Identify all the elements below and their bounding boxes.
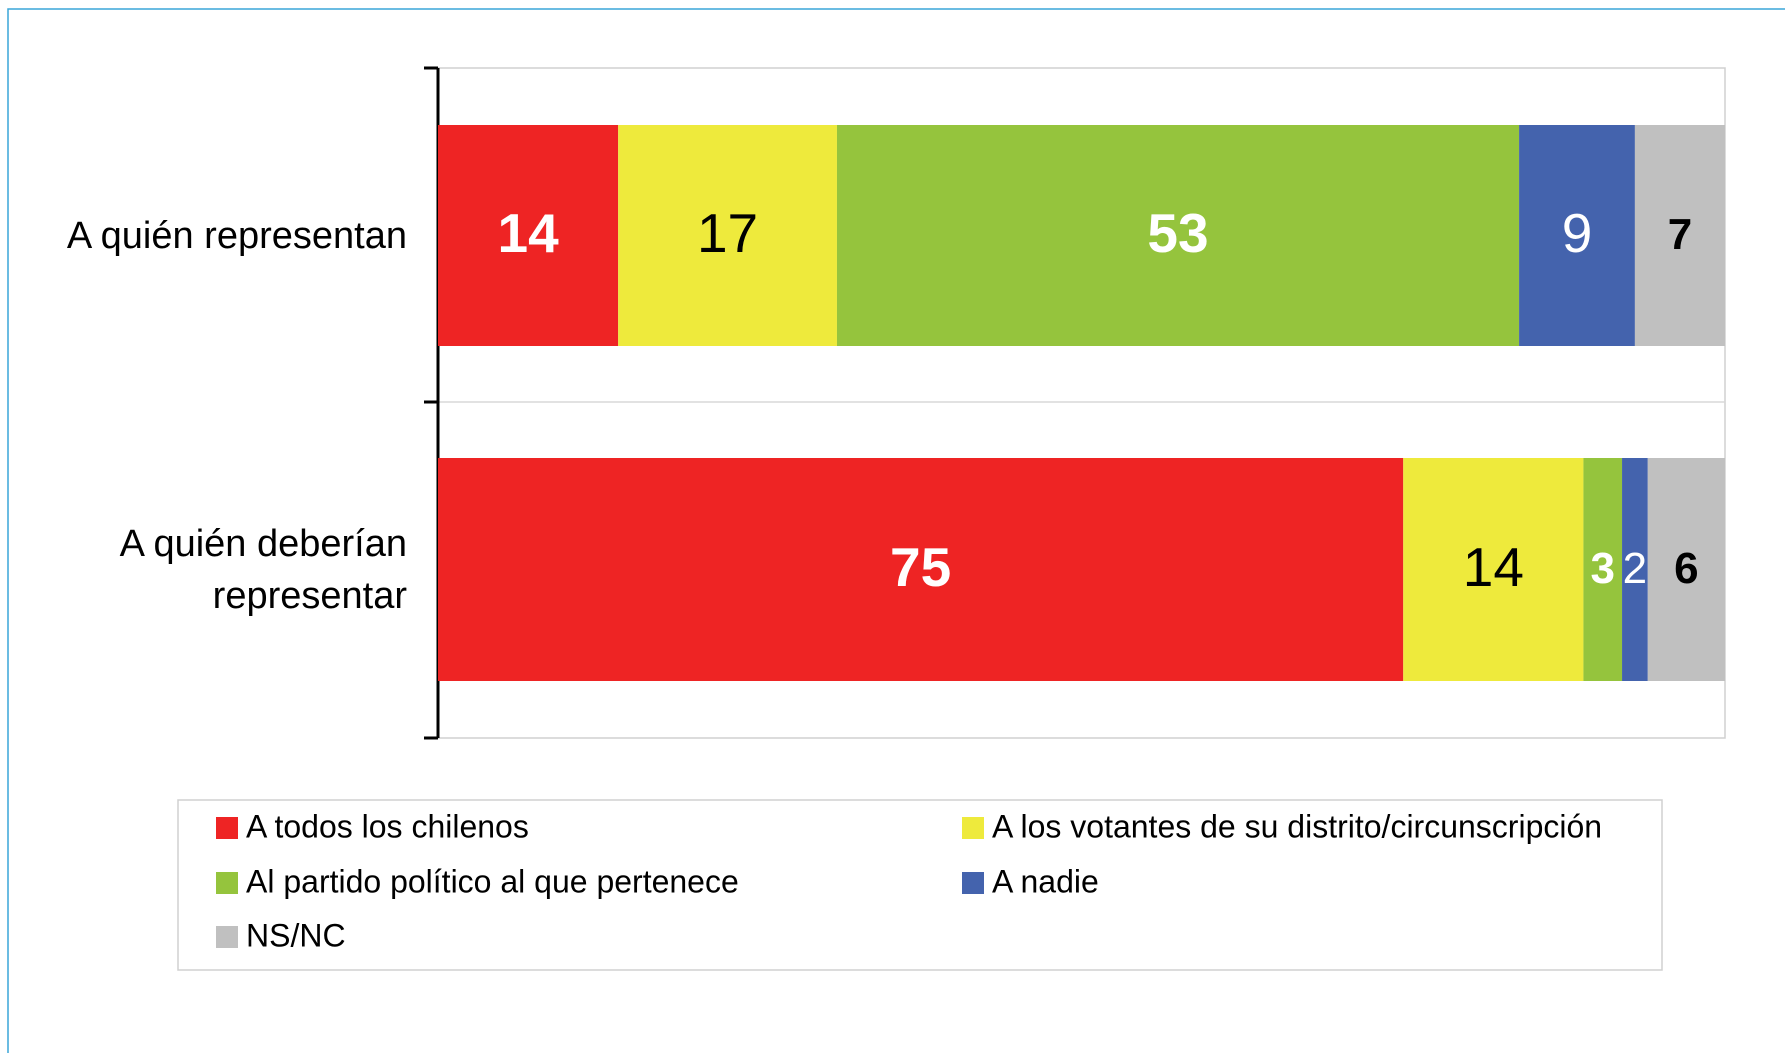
legend-swatch [962,817,984,839]
data-label: 75 [890,536,951,598]
data-label: 14 [497,202,559,264]
legend-swatch [216,817,238,839]
data-label: 6 [1674,544,1698,593]
data-label: 2 [1623,544,1647,593]
data-label: 14 [1463,536,1524,598]
data-label: 53 [1147,202,1208,264]
legend-label: Al partido político al que pertenece [246,863,739,899]
legend-swatch [216,926,238,948]
data-label: 3 [1590,544,1614,593]
chart-container: 14 17 53 9 7 75 14 326 A todos los chilenos A los… [0,0,1785,1053]
page: {"chart_data": {"type": "stacked-bar-hor… [0,0,1785,1053]
legend-swatch [962,872,984,894]
data-label: 9 [1562,202,1593,264]
data-label: 17 [697,202,758,264]
legend-label: NS/NC [246,917,346,953]
legend-label: A nadie [992,863,1099,899]
category-label: A quién deberían representar [17,518,407,622]
legend-label: A los votantes de su distrito/circunscri… [992,808,1602,844]
legend-swatch [216,872,238,894]
legend-label: A todos los chilenos [246,808,529,844]
category-label: A quién representan [17,210,407,262]
data-label: 7 [1668,210,1692,259]
